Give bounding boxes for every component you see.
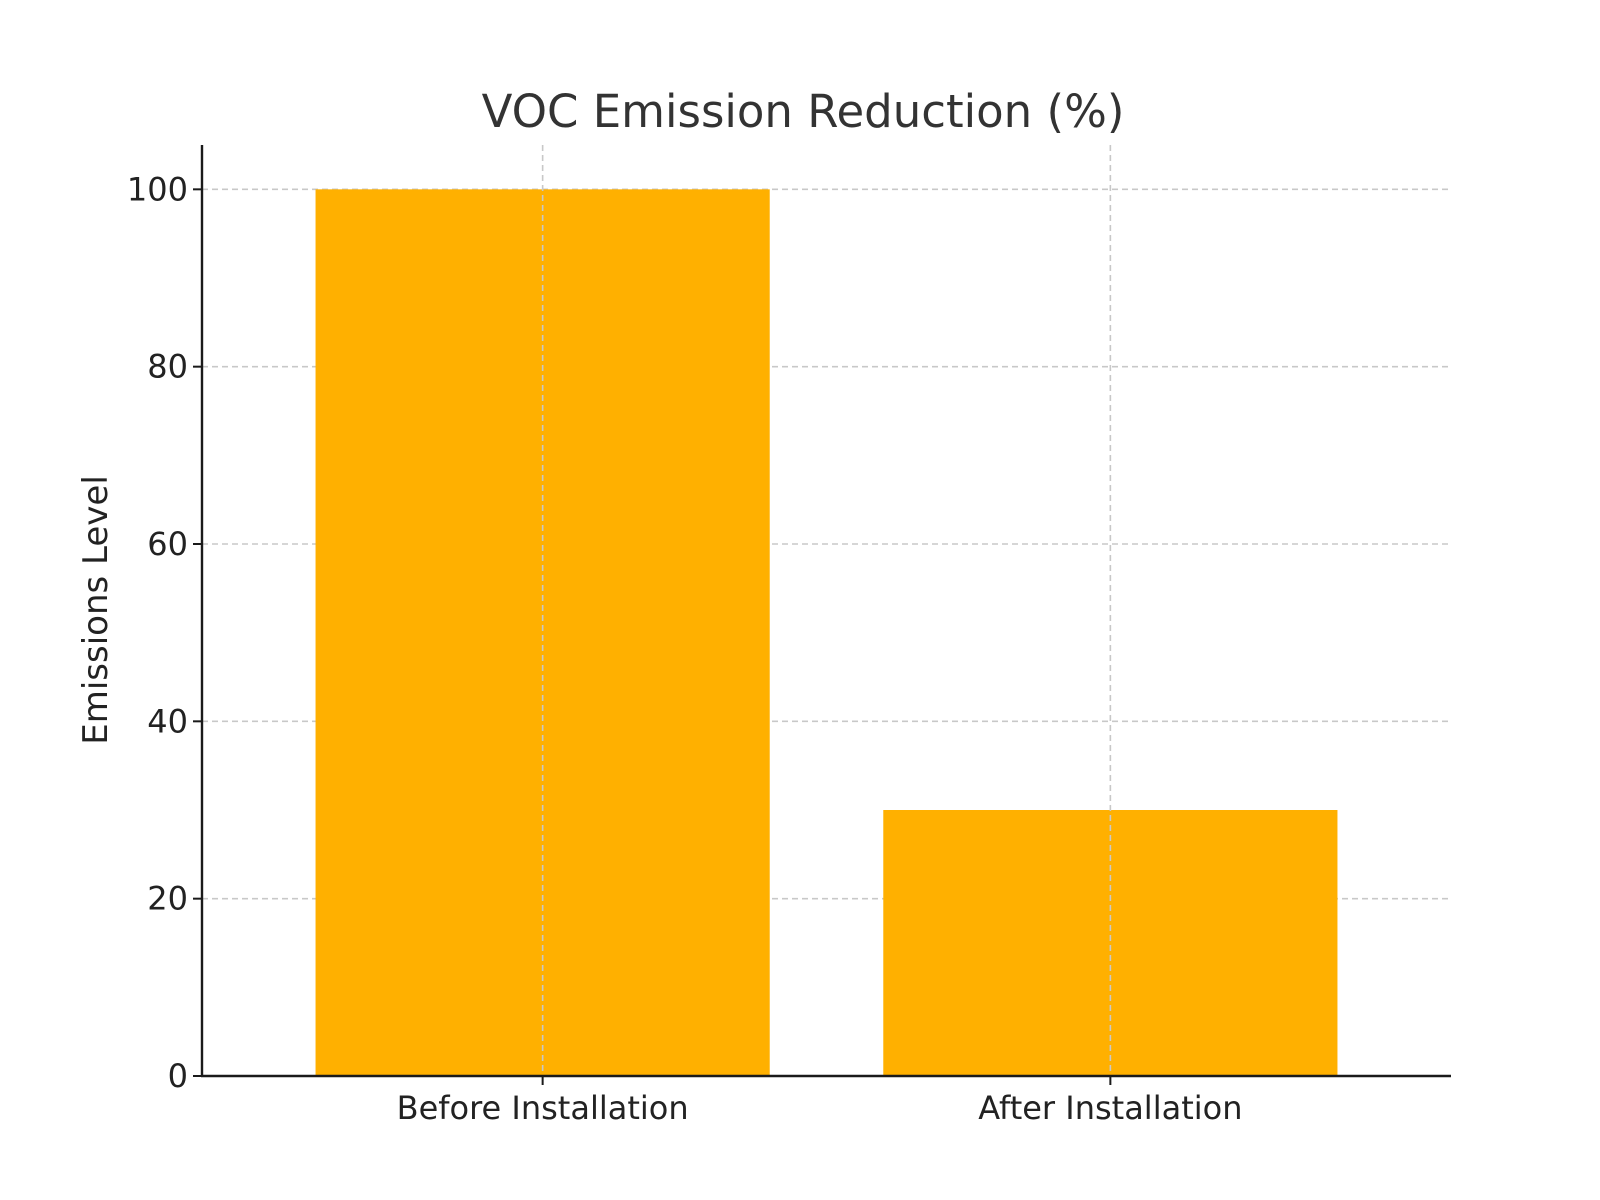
chart-title: VOC Emission Reduction (%) <box>482 85 1125 138</box>
bar-before-installation <box>315 189 770 1077</box>
bars <box>315 189 1338 1077</box>
y-tick-label-100: 100 <box>127 170 188 208</box>
x-tick-label-after-installation: After Installation <box>978 1089 1242 1127</box>
bar-after-installation <box>883 810 1338 1076</box>
axes <box>193 145 1451 1085</box>
y-tick-label-60: 60 <box>147 525 188 563</box>
y-tick-label-80: 80 <box>147 348 188 386</box>
y-tick-label-20: 20 <box>147 880 188 918</box>
tick-labels: 0 20 40 60 80 100 Before Installation After Ins… <box>127 170 1243 1127</box>
y-tick-label-40: 40 <box>147 702 188 740</box>
y-tick-label-0: 0 <box>168 1057 188 1095</box>
x-tick-label-before-installation: Before Installation <box>397 1089 689 1127</box>
y-axis-label: Emissions Level <box>76 475 116 745</box>
